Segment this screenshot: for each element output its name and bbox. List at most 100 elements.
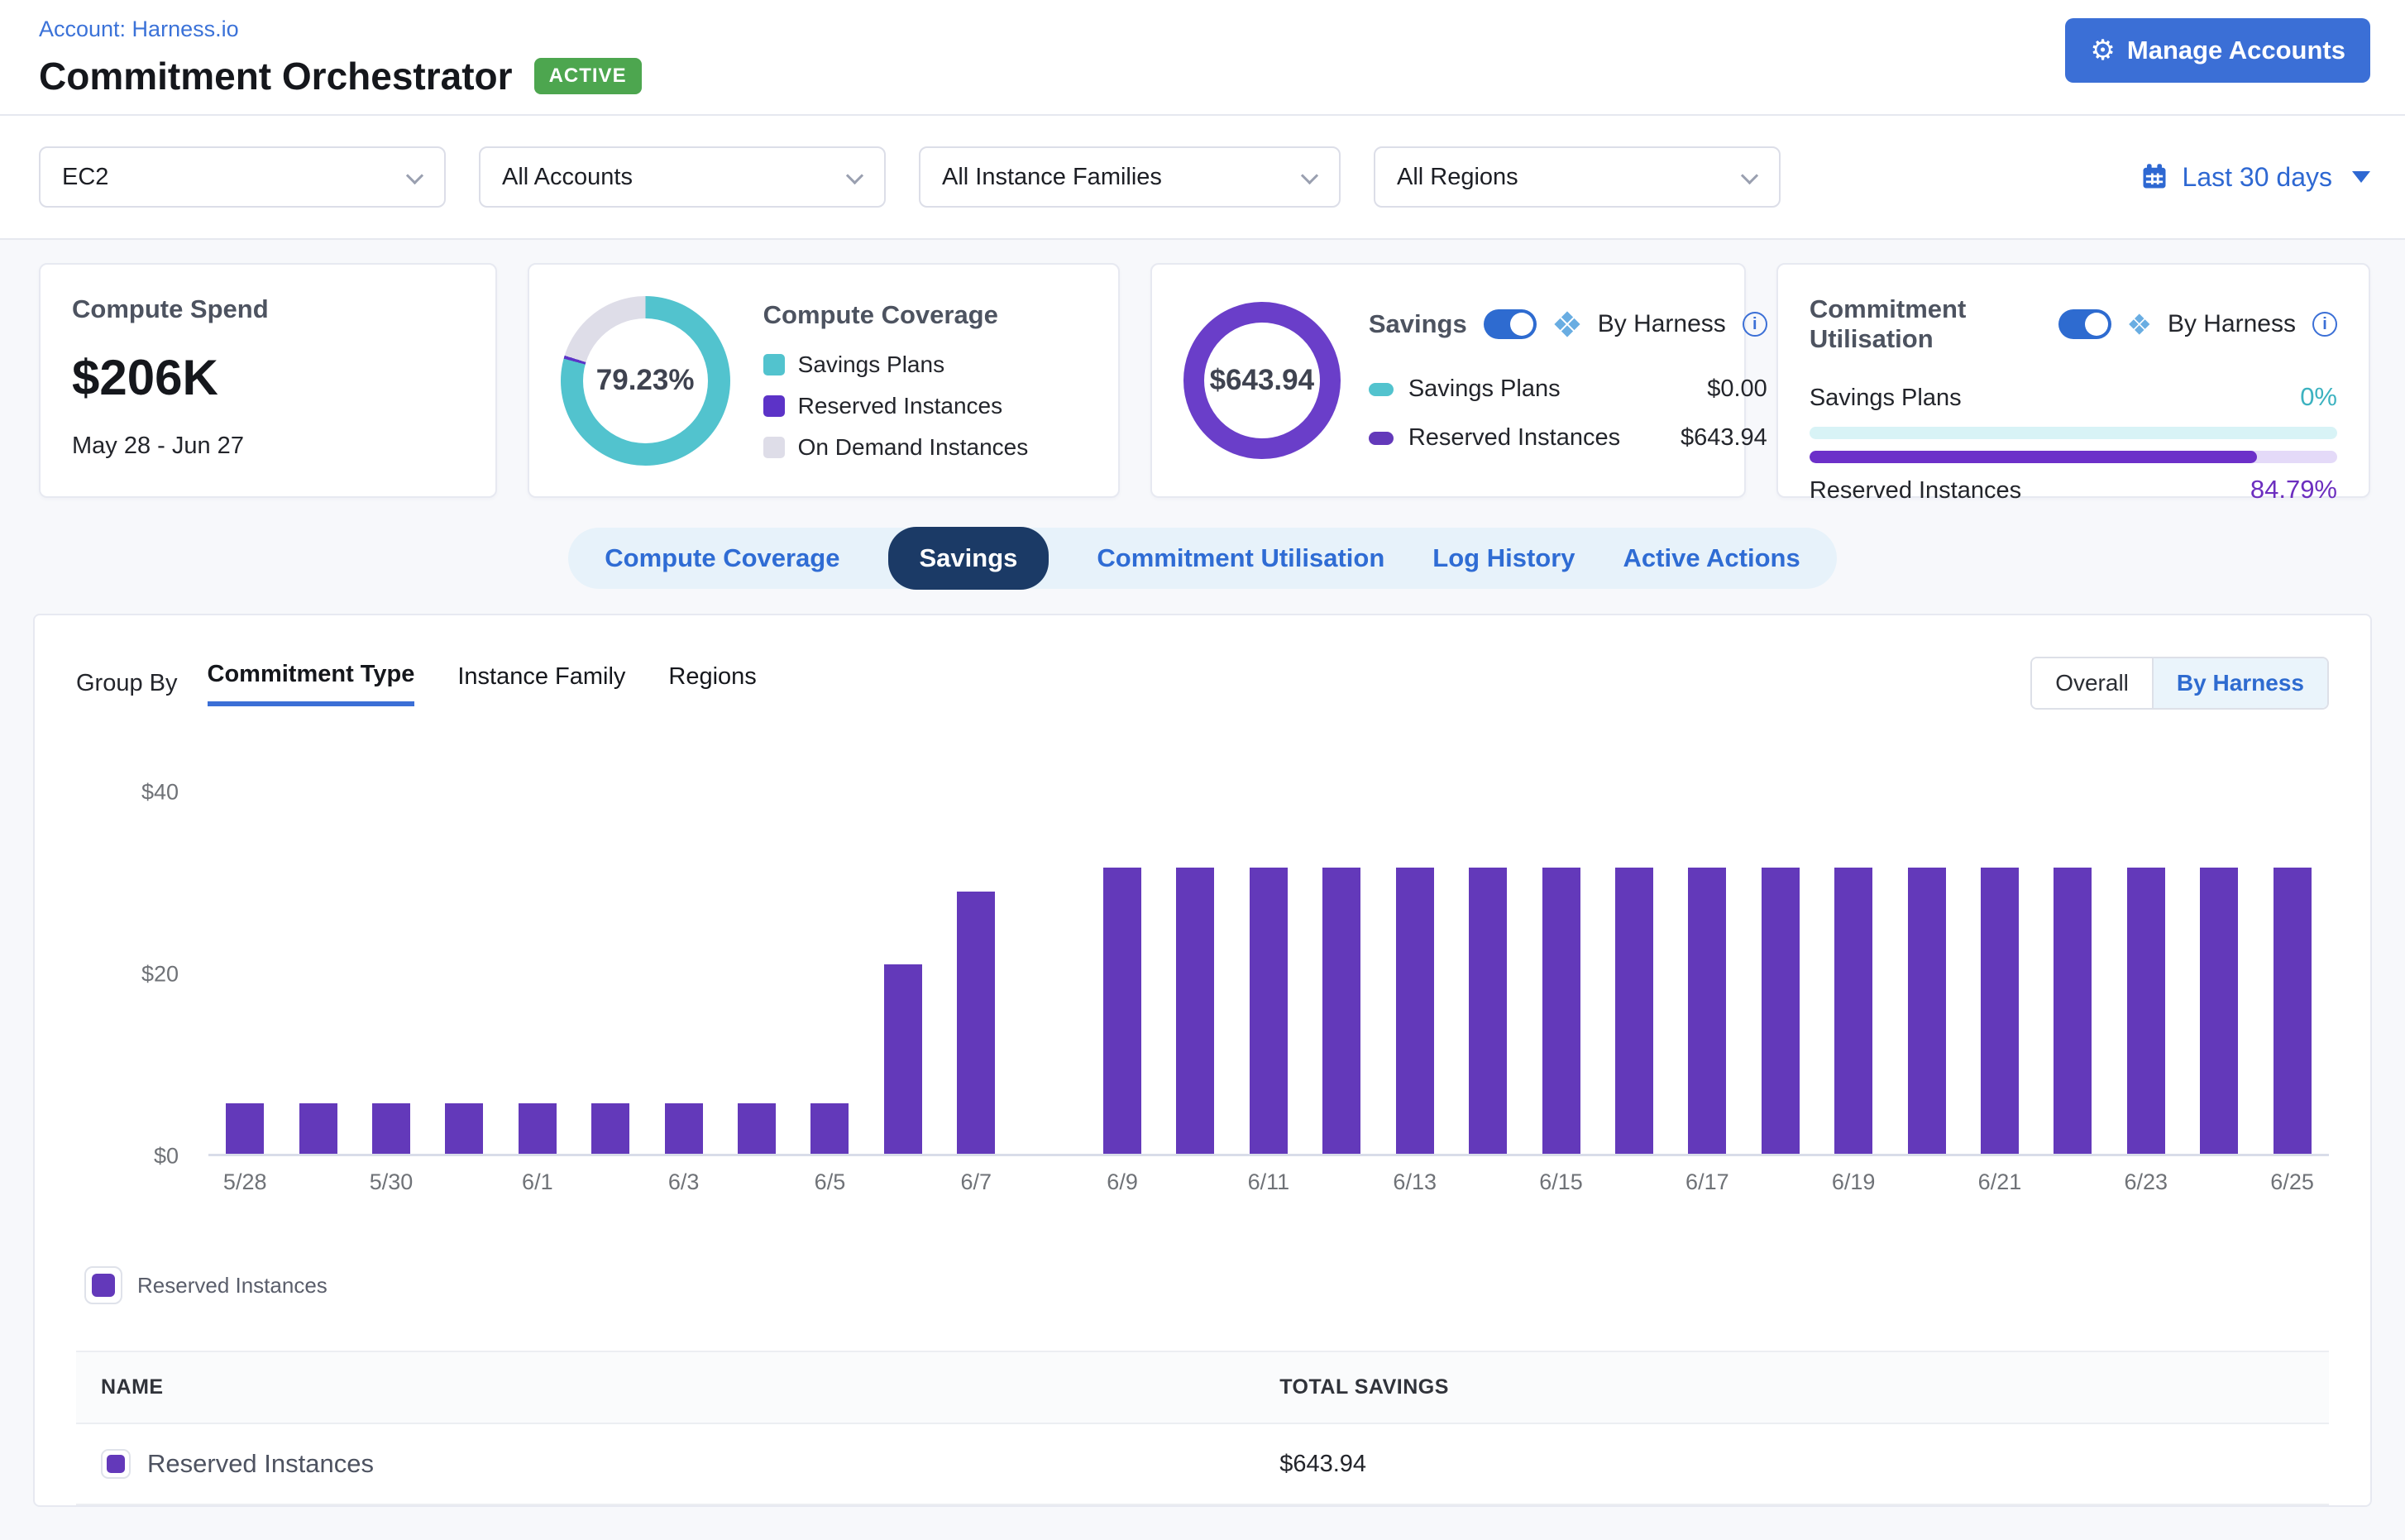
bar-6/13[interactable] bbox=[1395, 867, 1434, 1154]
x-tick: 6/21 bbox=[1977, 1169, 2022, 1194]
section-tabs: Compute Coverage Savings Commitment Util… bbox=[568, 527, 1837, 590]
summary-cards: Compute Spend $206K May 28 - Jun 27 79.2… bbox=[0, 240, 2405, 504]
savings-plans-swatch bbox=[763, 354, 785, 375]
bar-6/14[interactable] bbox=[1469, 867, 1508, 1154]
bar-6/17[interactable] bbox=[1688, 867, 1727, 1154]
tab-active-actions[interactable]: Active Actions bbox=[1623, 543, 1800, 572]
column-name: NAME bbox=[101, 1375, 164, 1399]
chevron-down-icon bbox=[1740, 166, 1759, 185]
legend-item-on-demand: On Demand Instances bbox=[763, 434, 1029, 461]
bar-6/16[interactable] bbox=[1614, 867, 1653, 1154]
bar-6/21[interactable] bbox=[1980, 867, 2019, 1154]
tab-compute-coverage[interactable]: Compute Coverage bbox=[605, 543, 840, 572]
x-tick bbox=[720, 1169, 793, 1195]
compute-spend-card: Compute Spend $206K May 28 - Jun 27 bbox=[39, 263, 497, 498]
row-name: Reserved Instances bbox=[147, 1449, 374, 1478]
bar-5/29[interactable] bbox=[299, 1102, 337, 1154]
row-value: $0.00 bbox=[1707, 375, 1767, 402]
group-by-regions[interactable]: Regions bbox=[668, 662, 757, 690]
bar-6/15[interactable] bbox=[1542, 867, 1580, 1154]
x-tick bbox=[1305, 1169, 1378, 1195]
bar-6/2[interactable] bbox=[591, 1102, 630, 1154]
accounts-select-value: All Accounts bbox=[502, 163, 633, 190]
util-savings-plans-label: Savings Plans bbox=[1809, 385, 1962, 411]
service-select[interactable]: EC2 bbox=[39, 146, 446, 208]
account-link[interactable]: Account: Harness.io bbox=[39, 17, 239, 41]
savings-card: $643.94 Savings By Harness i Savings Pla… bbox=[1150, 263, 1767, 498]
table-header: NAME TOTAL SAVINGS bbox=[76, 1351, 2329, 1424]
bar-6/1[interactable] bbox=[518, 1102, 557, 1154]
bar-6/12[interactable] bbox=[1322, 867, 1361, 1154]
group-by-commitment-type[interactable]: Commitment Type bbox=[207, 661, 415, 706]
bar-6/19[interactable] bbox=[1834, 867, 1873, 1154]
x-tick: 6/9 bbox=[1107, 1169, 1138, 1194]
x-tick: 6/5 bbox=[814, 1169, 846, 1194]
by-harness-label: By Harness bbox=[1597, 310, 1726, 337]
bar-5/30[interactable] bbox=[372, 1102, 411, 1154]
on-demand-swatch bbox=[763, 437, 785, 458]
bar-6/25[interactable] bbox=[2273, 867, 2312, 1154]
bar-6/20[interactable] bbox=[1907, 867, 1946, 1154]
harness-logo-icon bbox=[1554, 311, 1580, 337]
x-tick bbox=[574, 1169, 647, 1195]
bar-6/9[interactable] bbox=[1103, 867, 1142, 1154]
tab-log-history[interactable]: Log History bbox=[1432, 543, 1575, 572]
group-by-instance-family[interactable]: Instance Family bbox=[457, 662, 626, 690]
regions-select[interactable]: All Regions bbox=[1374, 146, 1781, 208]
filter-bar: EC2 All Accounts All Instance Families A… bbox=[0, 116, 2405, 240]
x-tick bbox=[1451, 1169, 1524, 1195]
bar-6/11[interactable] bbox=[1249, 867, 1288, 1154]
tab-savings[interactable]: Savings bbox=[887, 527, 1049, 590]
bar-6/23[interactable] bbox=[2126, 867, 2165, 1154]
legend-label: Savings Plans bbox=[797, 352, 945, 377]
info-icon[interactable]: i bbox=[1742, 312, 1767, 337]
chart-legend[interactable]: Reserved Instances bbox=[84, 1266, 2329, 1304]
bar-5/28[interactable] bbox=[226, 1102, 265, 1154]
row-legend-chip bbox=[101, 1449, 131, 1479]
bar-5/31[interactable] bbox=[445, 1102, 484, 1154]
accounts-select[interactable]: All Accounts bbox=[479, 146, 886, 208]
chart-bars bbox=[208, 792, 2329, 1154]
savings-panel: Group By Commitment Type Instance Family… bbox=[33, 614, 2372, 1507]
bar-6/10[interactable] bbox=[1176, 867, 1215, 1154]
savings-row-savings-plans: Savings Plans $0.00 bbox=[1368, 375, 1767, 403]
info-icon[interactable]: i bbox=[2312, 312, 2337, 337]
status-badge: ACTIVE bbox=[533, 58, 642, 94]
legend-label: On Demand Instances bbox=[797, 434, 1029, 460]
bar-6/6[interactable] bbox=[883, 964, 922, 1154]
row-label: Reserved Instances bbox=[1408, 424, 1621, 451]
view-toggle-overall[interactable]: Overall bbox=[2032, 658, 2152, 708]
date-range-picker[interactable]: Last 30 days bbox=[2140, 162, 2370, 193]
y-tick-40: $40 bbox=[141, 779, 179, 805]
x-tick: 6/13 bbox=[1393, 1169, 1437, 1194]
savings-bar-chart: $40 $20 $0 5/28 5/30 6/1 6/3 6/5 6/7 6/9 6/11 6/… bbox=[76, 780, 2329, 1195]
bar-6/24[interactable] bbox=[2200, 867, 2239, 1154]
manage-accounts-button[interactable]: ⚙ Manage Accounts bbox=[2065, 18, 2370, 83]
table-row[interactable]: Reserved Instances $643.94 bbox=[76, 1424, 2329, 1505]
reserved-instances-legend-chip bbox=[84, 1266, 122, 1304]
row-total-savings: $643.94 bbox=[1279, 1450, 1367, 1477]
util-reserved-instances-label: Reserved Instances bbox=[1809, 477, 2022, 504]
utilisation-by-harness-toggle[interactable] bbox=[2058, 309, 2112, 339]
commitment-utilisation-title: Commitment Utilisation bbox=[1809, 294, 1967, 353]
compute-spend-period: May 28 - Jun 27 bbox=[72, 433, 244, 459]
row-value: $643.94 bbox=[1680, 424, 1767, 451]
bar-6/3[interactable] bbox=[664, 1102, 703, 1154]
tab-commitment-utilisation[interactable]: Commitment Utilisation bbox=[1097, 543, 1385, 572]
savings-plans-utilisation-bar bbox=[1809, 427, 2337, 439]
bar-6/7[interactable] bbox=[957, 892, 996, 1154]
savings-by-harness-toggle[interactable] bbox=[1483, 309, 1537, 339]
caret-down-icon bbox=[2352, 171, 2370, 183]
bar-6/5[interactable] bbox=[810, 1102, 849, 1154]
bar-6/18[interactable] bbox=[1761, 867, 1800, 1154]
bar-6/4[interactable] bbox=[738, 1102, 777, 1154]
view-toggle-by-harness[interactable]: By Harness bbox=[2151, 658, 2327, 708]
instance-families-select[interactable]: All Instance Families bbox=[919, 146, 1341, 208]
x-tick: 6/7 bbox=[960, 1169, 992, 1194]
calendar-icon bbox=[2143, 164, 2166, 189]
legend-item-savings-plans: Savings Plans bbox=[763, 352, 1029, 378]
savings-plans-pill bbox=[1368, 382, 1394, 396]
bar-6/22[interactable] bbox=[2054, 867, 2092, 1154]
chart-legend-label: Reserved Instances bbox=[137, 1272, 328, 1298]
compute-coverage-donut: 79.23% bbox=[560, 295, 730, 466]
